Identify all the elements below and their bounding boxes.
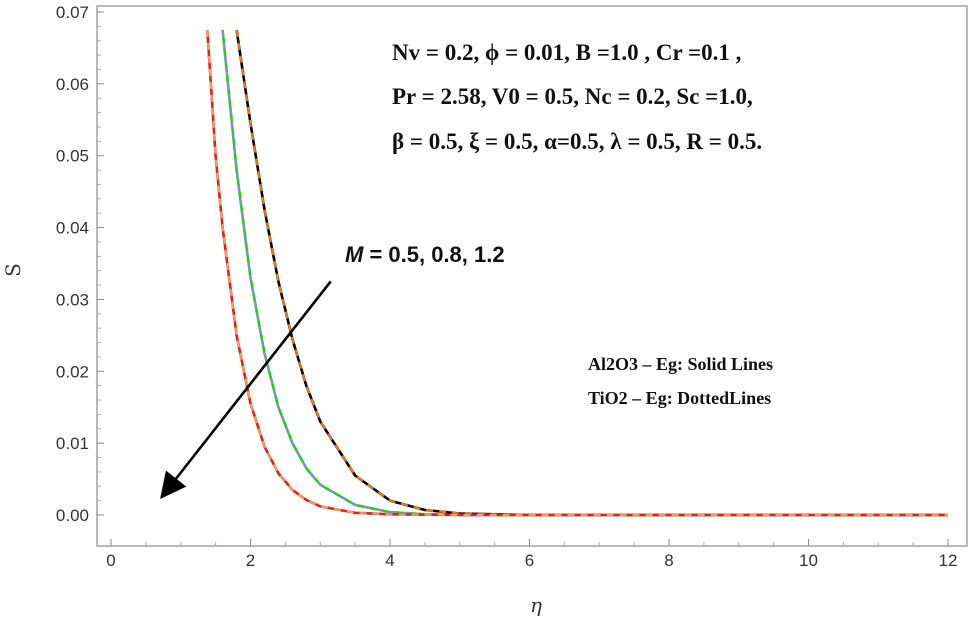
y-tick-label: 0.07 bbox=[56, 3, 89, 22]
y-tick-label: 0.00 bbox=[56, 506, 89, 525]
x-tick-label: 6 bbox=[525, 551, 534, 570]
x-tick-label: 12 bbox=[939, 551, 958, 570]
legend-solid: Al2O3 – Eg: Solid Lines bbox=[588, 354, 773, 374]
parameters-line-3: β = 0.5, ξ = 0.5, α=0.5, λ = 0.5, R = 0.… bbox=[392, 129, 762, 154]
y-tick-label: 0.03 bbox=[56, 290, 89, 309]
x-tick-label: 4 bbox=[385, 551, 394, 570]
y-tick-label: 0.02 bbox=[56, 362, 89, 381]
x-tick-label: 8 bbox=[664, 551, 673, 570]
x-tick-label: 10 bbox=[799, 551, 818, 570]
arrow-label-values: = 0.5, 0.8, 1.2 bbox=[363, 242, 504, 267]
y-tick-label: 0.04 bbox=[56, 219, 89, 238]
plot-border bbox=[96, 5, 968, 547]
x-tick-label: 0 bbox=[106, 551, 115, 570]
x-axis-label: η bbox=[530, 593, 542, 617]
legend-dotted: TiO2 – Eg: DottedLines bbox=[588, 388, 771, 408]
y-tick-label: 0.05 bbox=[56, 147, 89, 166]
parameters-line-1: Nv = 0.2, ϕ = 0.01, B =1.0 , Cr =0.1 , bbox=[392, 40, 741, 65]
arrow-label: M = 0.5, 0.8, 1.2 bbox=[345, 242, 505, 267]
x-ticks: 0 2 4 6 8 10 12 bbox=[106, 539, 957, 570]
parameters-line-2: Pr = 2.58, V0 = 0.5, Nc = 0.2, Sc =1.0, bbox=[392, 84, 753, 109]
x-tick-label: 2 bbox=[246, 551, 255, 570]
plot-frame bbox=[96, 5, 968, 547]
series-group bbox=[206, 29, 948, 517]
y-tick-label: 0.01 bbox=[56, 434, 89, 453]
trend-arrow bbox=[160, 280, 332, 499]
series-line bbox=[221, 29, 948, 517]
y-tick-label: 0.06 bbox=[56, 75, 89, 94]
y-ticks: 0.00 0.01 0.02 0.03 0.04 0.05 0.06 0.07 bbox=[56, 3, 104, 525]
annotations bbox=[160, 280, 332, 499]
arrow-label-var: M bbox=[345, 242, 364, 267]
series-line bbox=[206, 29, 948, 517]
y-axis-label: S bbox=[1, 263, 25, 277]
